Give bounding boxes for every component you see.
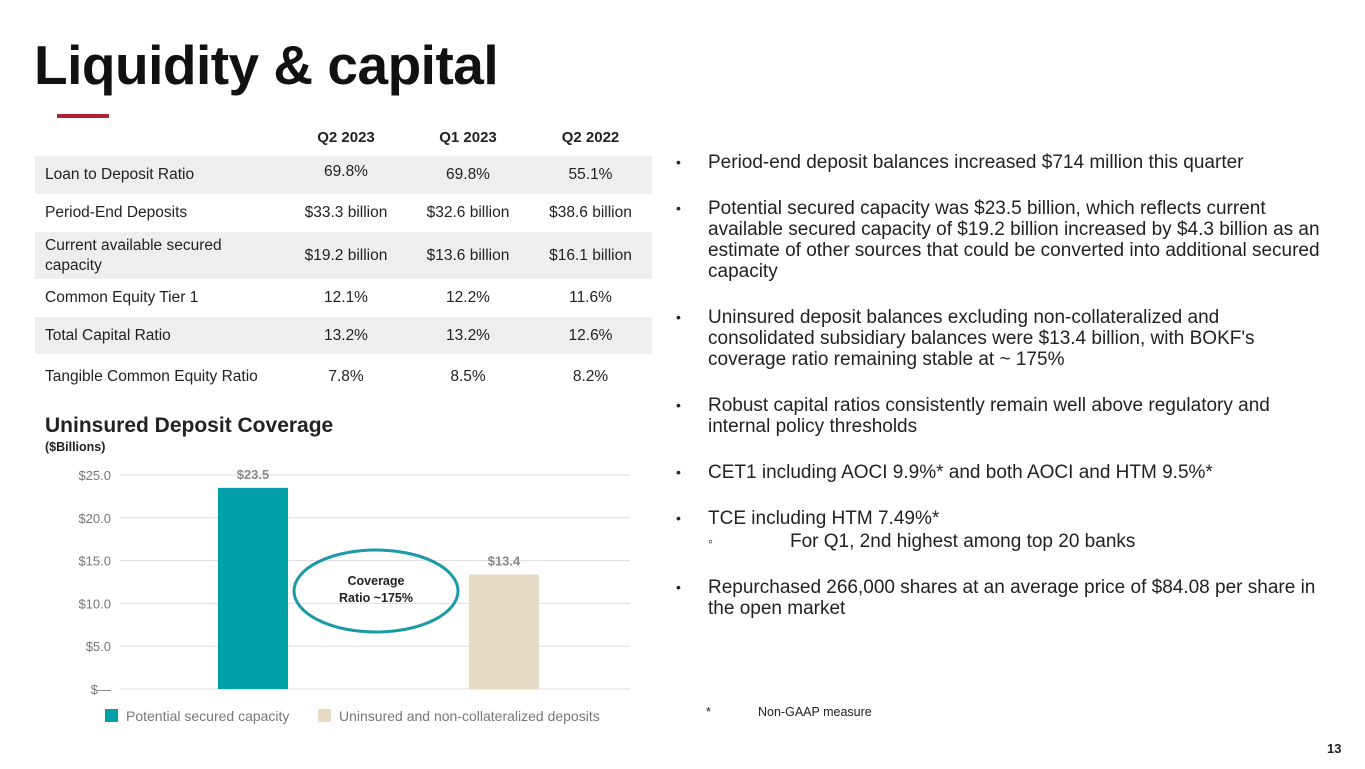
sub-bullet-circle-icon: ◦ bbox=[708, 533, 713, 549]
bullet-text: Robust capital ratios consistently remai… bbox=[708, 395, 1270, 437]
sub-bullet-text: For Q1, 2nd highest among top 20 banks bbox=[790, 531, 1136, 552]
table-row: Total Capital Ratio 13.2% 13.2% 12.6% bbox=[35, 317, 652, 354]
row-label: Total Capital Ratio bbox=[35, 317, 285, 354]
y-tick-label: $15.0 bbox=[78, 554, 111, 569]
row-label: Tangible Common Equity Ratio bbox=[45, 368, 258, 385]
cell-value: $16.1 billion bbox=[529, 232, 652, 279]
cell-value: 12.6% bbox=[529, 317, 652, 354]
bullet-text: CET1 including AOCI 9.9%* and both AOCI … bbox=[708, 462, 1213, 483]
table-header-q2-2022: Q2 2022 bbox=[561, 128, 620, 146]
title-accent-rule bbox=[57, 114, 109, 118]
cell-value: 13.2% bbox=[285, 317, 407, 354]
bullet-text: Uninsured deposit balances excluding non… bbox=[708, 307, 1255, 370]
bullet-text: Potential secured capacity was $23.5 bil… bbox=[708, 198, 1320, 282]
cell-value: 55.1% bbox=[529, 156, 652, 194]
uninsured-deposit-coverage-chart: $— $5.0 $10.0 $15.0 $20.0 $25.0 $23.5 $13.4 Cove… bbox=[78, 467, 630, 724]
legend-label: Uninsured and non-collateralized deposit… bbox=[339, 708, 600, 724]
cell-value: 7.8% bbox=[328, 368, 364, 385]
coverage-annotation-text: Coverage bbox=[348, 574, 405, 588]
row-label: Common Equity Tier 1 bbox=[45, 289, 199, 306]
y-tick-label: $10.0 bbox=[78, 596, 111, 611]
bar-data-label: $23.5 bbox=[237, 467, 270, 482]
legend-label: Potential secured capacity bbox=[126, 708, 289, 724]
sub-bullet-item: ◦ For Q1, 2nd highest among top 20 banks bbox=[708, 531, 1326, 552]
footnote: * Non-GAAP measure bbox=[706, 705, 872, 719]
cell-value: 69.8% bbox=[285, 156, 407, 194]
footnote-symbol: * bbox=[706, 705, 711, 719]
bullet-item: • Repurchased 266,000 shares at an averag… bbox=[676, 577, 1326, 619]
table-row: Tangible Common Equity Ratio 7.8% 8.5% 8… bbox=[35, 354, 652, 400]
slide-title: Liquidity & capital bbox=[34, 34, 499, 96]
table-row: Common Equity Tier 1 12.1% 12.2% 11.6% bbox=[35, 279, 652, 317]
bar bbox=[218, 487, 288, 689]
page-number: 13 bbox=[1327, 741, 1342, 756]
coverage-ratio-ellipse bbox=[292, 548, 460, 634]
legend-swatch bbox=[105, 709, 118, 722]
bullet-dot-icon: • bbox=[676, 510, 681, 526]
row-label-text: Current available secured capacity bbox=[45, 236, 222, 274]
y-tick-label: $— bbox=[91, 682, 111, 697]
bullet-item: • Period-end deposit balances increased $… bbox=[676, 152, 1326, 173]
cell-value: $19.2 billion bbox=[285, 232, 407, 279]
table-row: Period-End Deposits $33.3 billion $32.6 … bbox=[35, 194, 652, 232]
table-header-q1-2023: Q1 2023 bbox=[439, 128, 497, 146]
bullet-item: • Potential secured capacity was $23.5 bi… bbox=[676, 198, 1326, 282]
cell-value: 12.2% bbox=[446, 289, 490, 306]
bar bbox=[469, 574, 539, 689]
cell-value: $13.6 billion bbox=[407, 232, 529, 279]
y-tick-label: $5.0 bbox=[86, 639, 111, 654]
bullet-dot-icon: • bbox=[676, 309, 681, 325]
table-header-blank bbox=[35, 118, 285, 156]
chart-subtitle: ($Billions) bbox=[45, 440, 106, 454]
table-header-row: Q2 2023 Q1 2023 Q2 2022 bbox=[35, 118, 652, 156]
key-points-list: • Period-end deposit balances increased $… bbox=[676, 152, 1326, 644]
cell-value: $32.6 billion bbox=[426, 204, 510, 221]
cell-value: $38.6 billion bbox=[549, 204, 632, 221]
bullet-item: • TCE including HTM 7.49%* ◦ For Q1, 2nd h… bbox=[676, 508, 1326, 552]
table-row: Loan to Deposit Ratio 69.8% 69.8% 55.1% bbox=[35, 156, 652, 194]
cell-value: 13.2% bbox=[407, 317, 529, 354]
row-label: Period-End Deposits bbox=[45, 204, 188, 221]
cell-value: 8.5% bbox=[450, 368, 486, 385]
bullet-dot-icon: • bbox=[676, 154, 681, 170]
row-label: Loan to Deposit Ratio bbox=[35, 156, 285, 194]
bullet-text: TCE including HTM 7.49%* bbox=[708, 508, 940, 529]
cell-value: 69.8% bbox=[407, 156, 529, 194]
legend-swatch bbox=[318, 709, 331, 722]
bar-data-label: $13.4 bbox=[488, 553, 521, 568]
y-tick-label: $20.0 bbox=[78, 511, 111, 526]
table-header-q2-2023: Q2 2023 bbox=[317, 128, 375, 146]
metrics-table: Q2 2023 Q1 2023 Q2 2022 Loan to Deposit … bbox=[35, 118, 652, 400]
bullet-text: Repurchased 266,000 shares at an average… bbox=[708, 577, 1316, 619]
bullet-dot-icon: • bbox=[676, 200, 681, 216]
cell-value: 11.6% bbox=[569, 289, 612, 306]
cell-value: $33.3 billion bbox=[304, 204, 388, 221]
chart-title: Uninsured Deposit Coverage bbox=[45, 414, 334, 437]
y-tick-label: $25.0 bbox=[78, 468, 111, 483]
bullet-item: • Robust capital ratios consistently rema… bbox=[676, 395, 1326, 437]
bullet-dot-icon: • bbox=[676, 397, 681, 413]
table-row: Current available secured capacity $19.2… bbox=[35, 232, 652, 279]
bullet-item: • Uninsured deposit balances excluding no… bbox=[676, 307, 1326, 370]
bullet-dot-icon: • bbox=[676, 464, 681, 480]
cell-value: 8.2% bbox=[572, 368, 609, 385]
bullet-text: Period-end deposit balances increased $7… bbox=[708, 152, 1244, 173]
cell-value: 12.1% bbox=[324, 289, 368, 306]
bullet-dot-icon: • bbox=[676, 579, 681, 595]
row-label: Current available secured capacity bbox=[35, 232, 285, 279]
footnote-text: Non-GAAP measure bbox=[758, 705, 872, 719]
coverage-annotation-text: Ratio ~175% bbox=[339, 591, 413, 605]
bullet-item: • CET1 including AOCI 9.9%* and both AOCI… bbox=[676, 462, 1326, 483]
